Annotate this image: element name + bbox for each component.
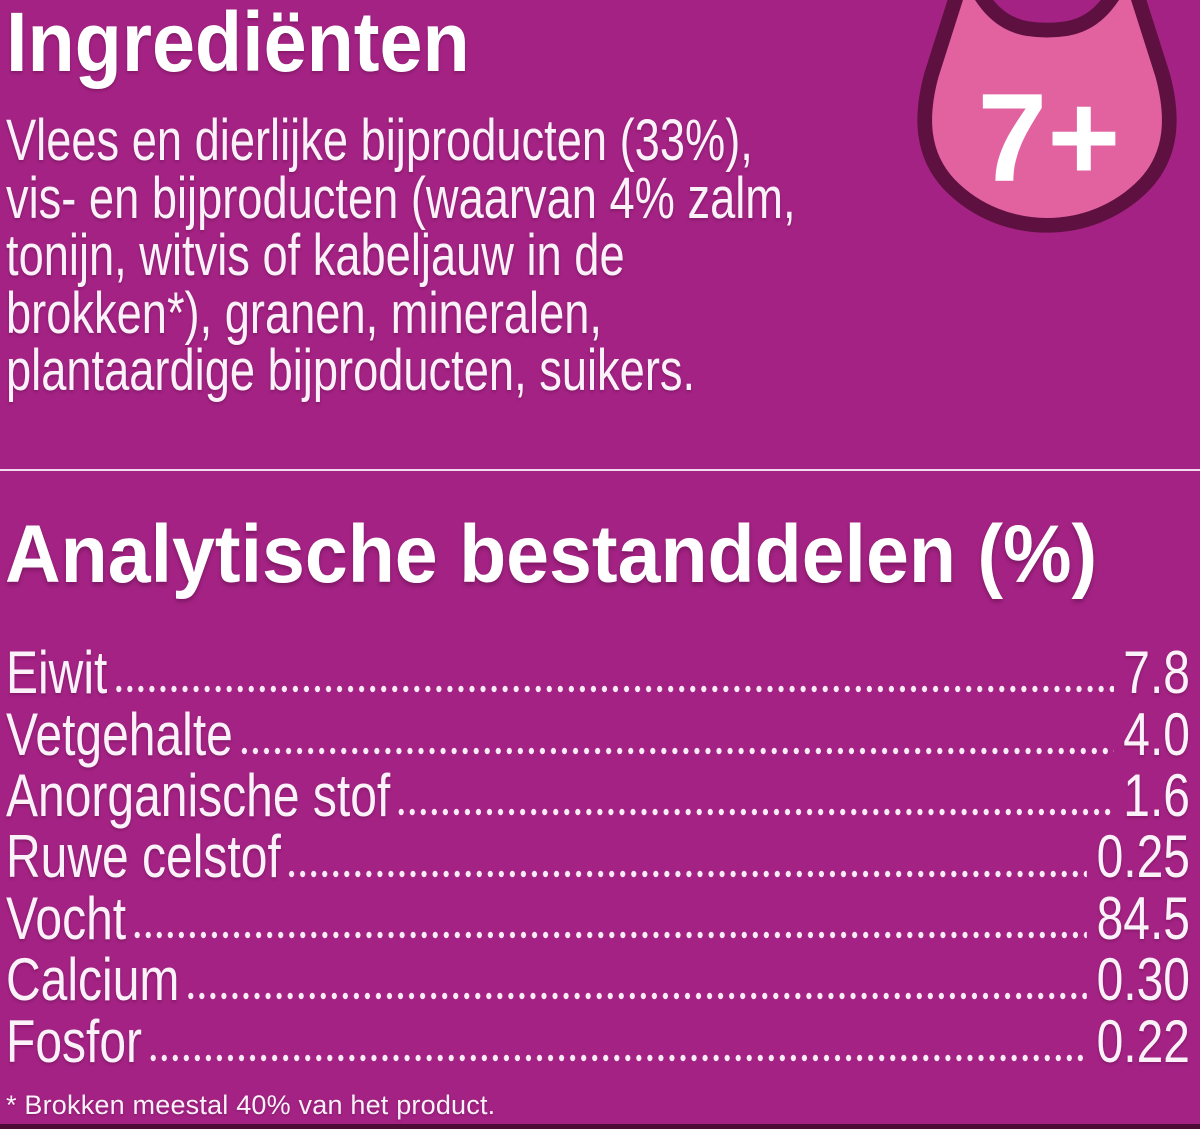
- analysis-row-label: Eiwit: [6, 639, 108, 707]
- analysis-row-value: 0.30: [1096, 946, 1190, 1014]
- analysis-row: Ruwe celstof 0.25: [6, 823, 1190, 890]
- dot-leader: [240, 746, 1114, 755]
- ingredients-title: Ingrediënten: [6, 0, 470, 89]
- age-badge-label: 7+: [978, 67, 1121, 207]
- dot-leader: [134, 930, 1087, 939]
- analysis-row-label: Anorganische stof: [6, 761, 391, 829]
- analysis-row-value: 0.25: [1096, 823, 1190, 891]
- dot-leader: [398, 808, 1114, 817]
- ingredients-text-line: vis- en bijproducten (waarvan 4% zalm,: [6, 165, 796, 231]
- dot-leader: [187, 992, 1087, 1001]
- ingredients-text: Vlees en dierlijke bijproducten (33%), v…: [6, 112, 796, 400]
- analysis-row: Eiwit 7.8: [6, 639, 1190, 706]
- analysis-row-label: Vetgehalte: [6, 700, 233, 768]
- bottom-border: [0, 1124, 1200, 1129]
- age-badge: 7+: [910, 0, 1184, 249]
- analysis-row-value: 1.6: [1123, 761, 1190, 829]
- analysis-row-value: 7.8: [1123, 639, 1190, 707]
- analysis-row: Fosfor 0.22: [6, 1008, 1190, 1075]
- analysis-table: Eiwit 7.8 Vetgehalte 4.0 Anorganische st…: [6, 639, 1190, 1075]
- ingredients-text-line: Vlees en dierlijke bijproducten (33%),: [6, 108, 753, 173]
- analysis-row-label: Fosfor: [6, 1007, 143, 1075]
- footnote: * Brokken meestal 40% van het product.: [6, 1090, 496, 1120]
- ingredients-text-line: plantaardige bijproducten, suikers.: [6, 338, 696, 403]
- dot-leader: [150, 1053, 1087, 1062]
- analysis-row-value: 4.0: [1123, 700, 1190, 768]
- analysis-title: Analytische bestanddelen (%): [5, 509, 1098, 600]
- analysis-row: Calcium 0.30: [6, 946, 1190, 1013]
- analysis-row-value: 84.5: [1096, 884, 1190, 952]
- analysis-row-label: Ruwe celstof: [6, 823, 281, 891]
- ingredients-text-line: brokken*), granen, mineralen,: [6, 280, 602, 346]
- analysis-row: Anorganische stof 1.6: [6, 762, 1190, 829]
- dot-leader: [288, 869, 1087, 878]
- analysis-row: Vetgehalte 4.0: [6, 701, 1190, 768]
- analysis-row-label: Vocht: [6, 884, 127, 952]
- cat-head-icon: 7+: [917, 0, 1177, 233]
- section-divider: [0, 469, 1200, 471]
- analysis-row: Vocht 84.5: [6, 885, 1190, 952]
- analysis-row-value: 0.22: [1096, 1007, 1190, 1075]
- analysis-row-label: Calcium: [6, 946, 180, 1014]
- dot-leader: [115, 685, 1114, 694]
- ingredients-text-line: tonijn, witvis of kabeljauw in de: [6, 223, 625, 288]
